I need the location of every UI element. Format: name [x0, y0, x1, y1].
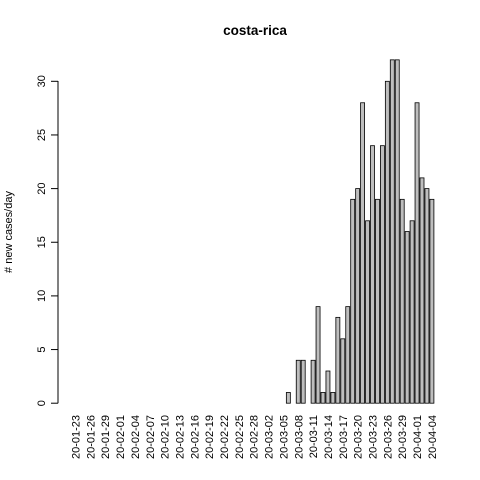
- x-tick-label: 20-03-20: [353, 415, 365, 459]
- x-tick-label: 20-01-26: [85, 415, 97, 459]
- bar: [345, 306, 351, 404]
- x-tick-label: 20-02-01: [115, 415, 127, 459]
- y-tick-label: 5: [36, 346, 48, 352]
- bar: [384, 80, 390, 404]
- x-tick-label: 20-02-04: [130, 415, 142, 459]
- bar: [295, 359, 301, 404]
- y-tick-label: 25: [36, 129, 48, 141]
- bar: [310, 359, 316, 404]
- bar: [360, 102, 366, 404]
- bar: [429, 198, 435, 404]
- chart-title: costa-rica: [223, 23, 287, 38]
- bar: [350, 198, 356, 404]
- bar: [399, 198, 405, 404]
- x-tick-label: 20-02-16: [189, 415, 201, 459]
- x-tick-label: 20-03-02: [264, 415, 276, 459]
- x-tick-label: 20-03-29: [397, 415, 409, 459]
- bar: [285, 392, 291, 404]
- x-tick-label: 20-02-28: [249, 415, 261, 459]
- x-tick-label: 20-04-01: [412, 415, 424, 459]
- bar: [394, 59, 400, 404]
- x-tick-label: 20-03-26: [382, 415, 394, 459]
- x-tick-label: 20-01-23: [71, 415, 83, 459]
- bar: [330, 392, 336, 404]
- x-tick-label: 20-01-29: [100, 415, 112, 459]
- bar: [409, 220, 415, 404]
- x-axis-tick-labels: 20-01-23 20-01-26 20-01-29 20-02-01 20-02-04…: [71, 415, 439, 459]
- bar: [370, 145, 375, 404]
- x-tick-label: 20-03-23: [368, 415, 380, 459]
- bar: [419, 177, 425, 404]
- y-tick-label: 0: [36, 400, 48, 406]
- y-tick-label: 10: [36, 290, 48, 302]
- x-tick-label: 20-03-11: [308, 415, 320, 458]
- x-tick-label: 20-02-07: [145, 415, 157, 459]
- x-tick-label: 20-03-14: [323, 415, 335, 459]
- bar: [414, 102, 420, 404]
- y-axis-label: # new cases/day: [3, 191, 15, 273]
- x-tick-label: 20-04-04: [427, 415, 439, 459]
- y-tick-label: 30: [36, 75, 48, 87]
- bar: [340, 338, 346, 404]
- bar: [404, 231, 410, 404]
- bar: [335, 316, 341, 404]
- bar: [315, 306, 321, 404]
- bar: [379, 145, 385, 404]
- x-tick-label: 20-02-13: [174, 415, 186, 459]
- bar: [424, 188, 430, 404]
- bar: [325, 370, 331, 404]
- x-tick-label: 20-02-19: [204, 415, 216, 459]
- y-tick-label: 15: [36, 236, 48, 248]
- bar: [375, 198, 380, 404]
- x-tick-label: 20-03-17: [338, 415, 350, 459]
- bar: [389, 59, 395, 404]
- bar: [320, 392, 326, 404]
- x-tick-label: 20-02-25: [234, 415, 246, 459]
- x-tick-label: 20-03-08: [293, 415, 305, 459]
- bar: [355, 188, 361, 404]
- bars-group: [285, 59, 435, 404]
- y-tick-label: 20: [36, 182, 48, 194]
- x-tick-label: 20-03-05: [278, 415, 290, 459]
- x-tick-label: 20-02-22: [219, 415, 231, 459]
- x-tick-label: 20-02-10: [160, 415, 172, 459]
- bar: [365, 220, 370, 404]
- y-axis-ticks: 0 5 10 15 20 25 30: [36, 75, 58, 406]
- bar: [300, 359, 306, 404]
